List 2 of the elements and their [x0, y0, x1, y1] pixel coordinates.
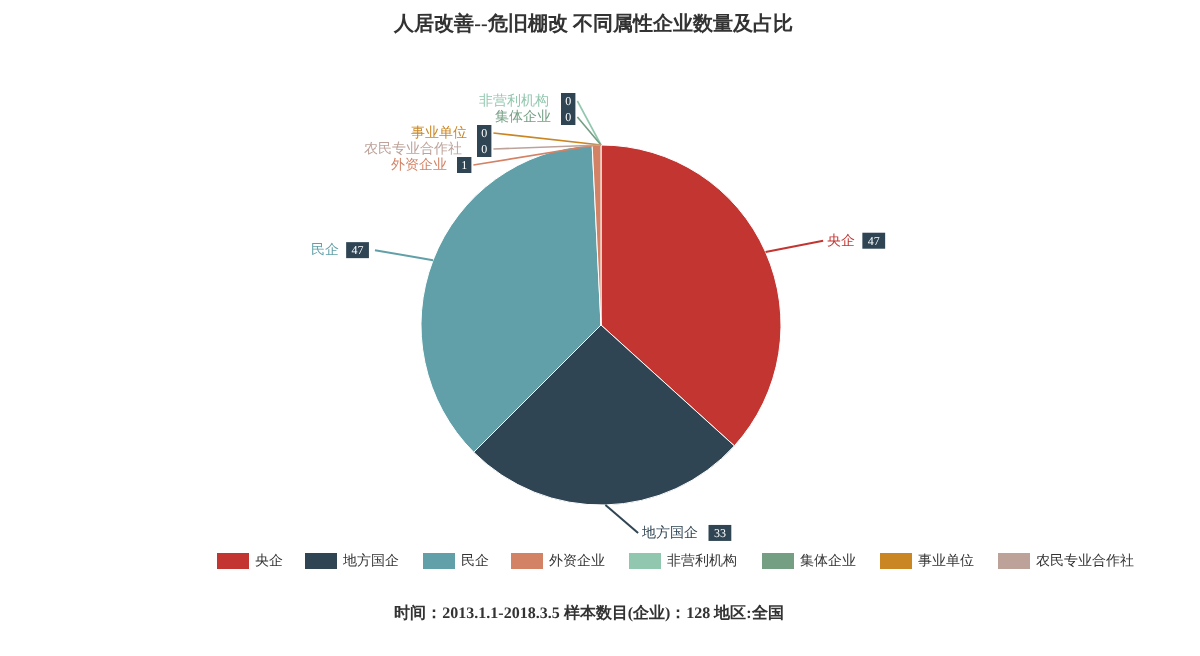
chart-title: 人居改善--危旧棚改 不同属性企业数量及占比	[392, 12, 793, 36]
text: 时间：2013.1.1-2018.3.5 样本数目(企业)：128 地区:全国	[394, 604, 784, 622]
